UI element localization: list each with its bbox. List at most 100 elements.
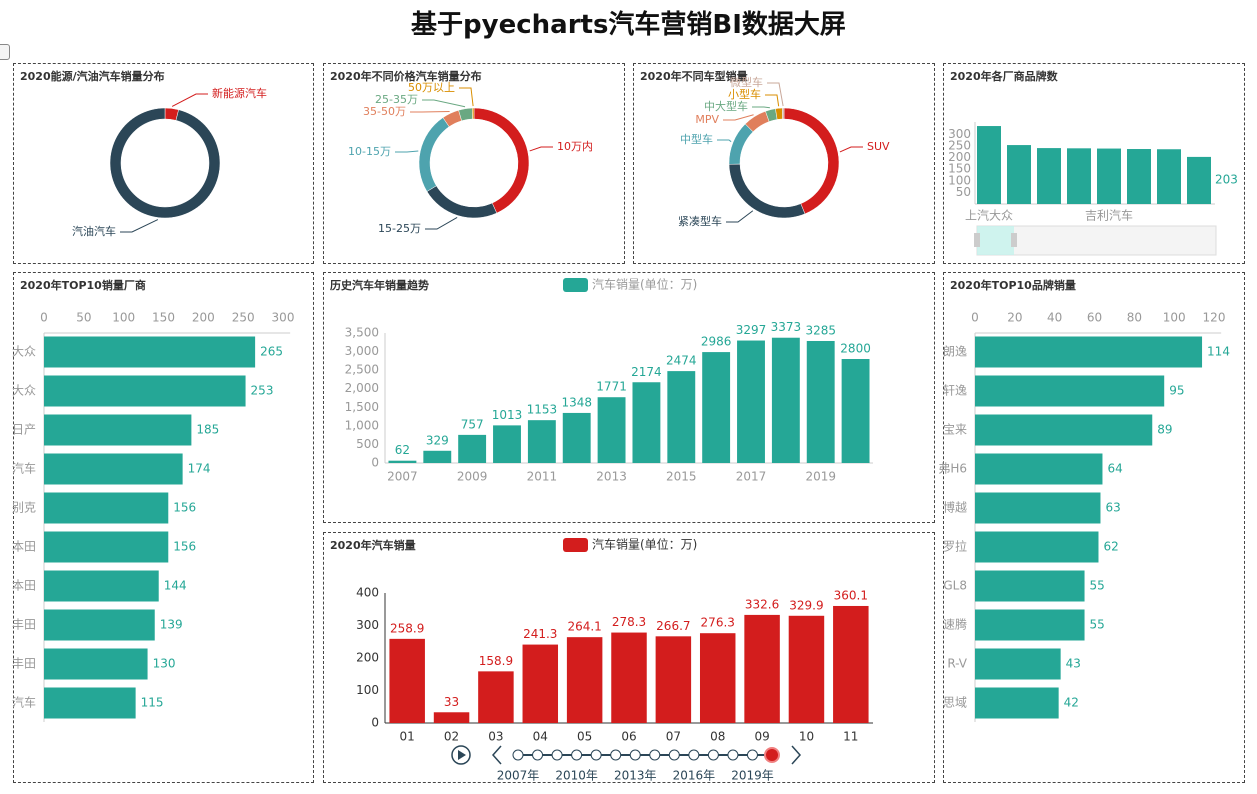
bar[interactable] <box>44 648 148 680</box>
bar[interactable] <box>458 434 487 463</box>
bar[interactable] <box>977 126 1001 204</box>
timeline-point[interactable] <box>590 749 602 761</box>
bar[interactable] <box>423 450 452 463</box>
pie-slice[interactable] <box>418 117 450 192</box>
bar[interactable] <box>522 644 559 723</box>
y-tick-label: 0 <box>371 716 379 730</box>
label-line <box>529 146 553 152</box>
y-category-label: 本田 <box>12 579 36 593</box>
toolbar-button[interactable] <box>0 44 10 60</box>
timeline-point[interactable] <box>551 749 563 761</box>
prev-arrow-icon[interactable] <box>491 745 502 765</box>
bar[interactable] <box>493 425 521 463</box>
bar[interactable] <box>702 352 731 463</box>
legend-swatch[interactable] <box>563 538 588 552</box>
bar[interactable] <box>975 648 1061 680</box>
bar[interactable] <box>667 371 696 463</box>
bar-value-label: 115 <box>141 696 164 710</box>
y-tick-label: 50 <box>956 185 971 199</box>
bar[interactable] <box>806 340 835 463</box>
bar[interactable] <box>1187 156 1211 204</box>
bar[interactable] <box>841 359 870 463</box>
bar[interactable] <box>833 605 869 723</box>
timeline-point[interactable] <box>649 749 661 761</box>
play-button[interactable] <box>451 745 471 765</box>
bar[interactable] <box>44 687 136 719</box>
bar[interactable] <box>566 637 603 723</box>
pie-label: 微型车 <box>730 75 763 89</box>
bar[interactable] <box>975 687 1059 719</box>
bar[interactable] <box>699 633 736 723</box>
y-tick-label: 200 <box>948 150 971 164</box>
bar[interactable] <box>737 340 765 463</box>
pie-slice[interactable] <box>426 185 498 219</box>
next-arrow-icon[interactable] <box>791 745 802 765</box>
bar[interactable] <box>1127 149 1151 204</box>
bar[interactable] <box>562 412 591 463</box>
timeline-point[interactable] <box>668 749 680 761</box>
bar[interactable] <box>975 414 1153 446</box>
bar[interactable] <box>771 337 800 463</box>
pie-slice[interactable] <box>472 107 475 120</box>
bar[interactable] <box>478 671 514 723</box>
bar[interactable] <box>975 453 1103 485</box>
pie-slice[interactable] <box>728 123 754 165</box>
bar[interactable] <box>975 570 1085 602</box>
y-category-label: 别克 <box>12 501 36 515</box>
bar[interactable] <box>44 414 192 446</box>
bar[interactable] <box>44 609 155 641</box>
timeline-point[interactable] <box>746 749 758 761</box>
bar[interactable] <box>1157 149 1181 204</box>
bar[interactable] <box>1037 148 1061 204</box>
pie-slice[interactable] <box>728 163 806 219</box>
bar[interactable] <box>632 382 661 463</box>
datazoom-window[interactable] <box>977 226 1014 255</box>
bar[interactable] <box>655 636 692 723</box>
legend-swatch[interactable] <box>563 278 588 292</box>
bar[interactable] <box>975 375 1165 407</box>
bar[interactable] <box>44 453 183 485</box>
datazoom-handle-left[interactable] <box>974 233 980 247</box>
bar[interactable] <box>433 712 470 723</box>
bar[interactable] <box>744 614 780 723</box>
timeline-point-selected[interactable] <box>764 747 780 763</box>
pie-slice[interactable] <box>109 107 221 219</box>
x-tick-label: 2013 <box>596 470 627 484</box>
timeline-point[interactable] <box>629 749 641 761</box>
timeline-point[interactable] <box>512 749 524 761</box>
timeline-point[interactable] <box>571 749 583 761</box>
timeline-point[interactable] <box>727 749 739 761</box>
bar[interactable] <box>44 492 169 524</box>
bar[interactable] <box>597 397 626 463</box>
y-category-label: 大众 <box>12 345 36 359</box>
bar[interactable] <box>611 632 647 723</box>
legend-label[interactable]: 汽车销量(单位：万) <box>592 277 697 292</box>
bar[interactable] <box>389 638 425 723</box>
legend-label[interactable]: 汽车销量(单位：万) <box>592 537 697 552</box>
pie-slice[interactable] <box>783 107 840 215</box>
bar[interactable] <box>788 615 825 723</box>
bar-value-label: 241.3 <box>523 627 557 641</box>
timeline-point[interactable] <box>532 749 544 761</box>
bar[interactable] <box>975 492 1101 524</box>
bar[interactable] <box>527 420 556 463</box>
timeline-point[interactable] <box>688 749 700 761</box>
bar[interactable] <box>44 375 246 407</box>
timeline-point[interactable] <box>610 749 622 761</box>
bar[interactable] <box>1007 145 1031 204</box>
bar[interactable] <box>44 570 159 602</box>
bar[interactable] <box>388 460 417 463</box>
bar[interactable] <box>975 336 1203 368</box>
bar[interactable] <box>1097 148 1121 204</box>
datazoom-handle-right[interactable] <box>1011 233 1017 247</box>
bar[interactable] <box>44 336 256 368</box>
bar[interactable] <box>44 531 169 563</box>
pie-slice[interactable] <box>782 107 785 120</box>
bar[interactable] <box>1067 148 1091 204</box>
timeline-point[interactable] <box>707 749 719 761</box>
bar[interactable] <box>975 531 1099 563</box>
bar[interactable] <box>975 609 1085 641</box>
pie-slice[interactable] <box>473 107 530 214</box>
bar-value-label: 360.1 <box>834 588 868 602</box>
